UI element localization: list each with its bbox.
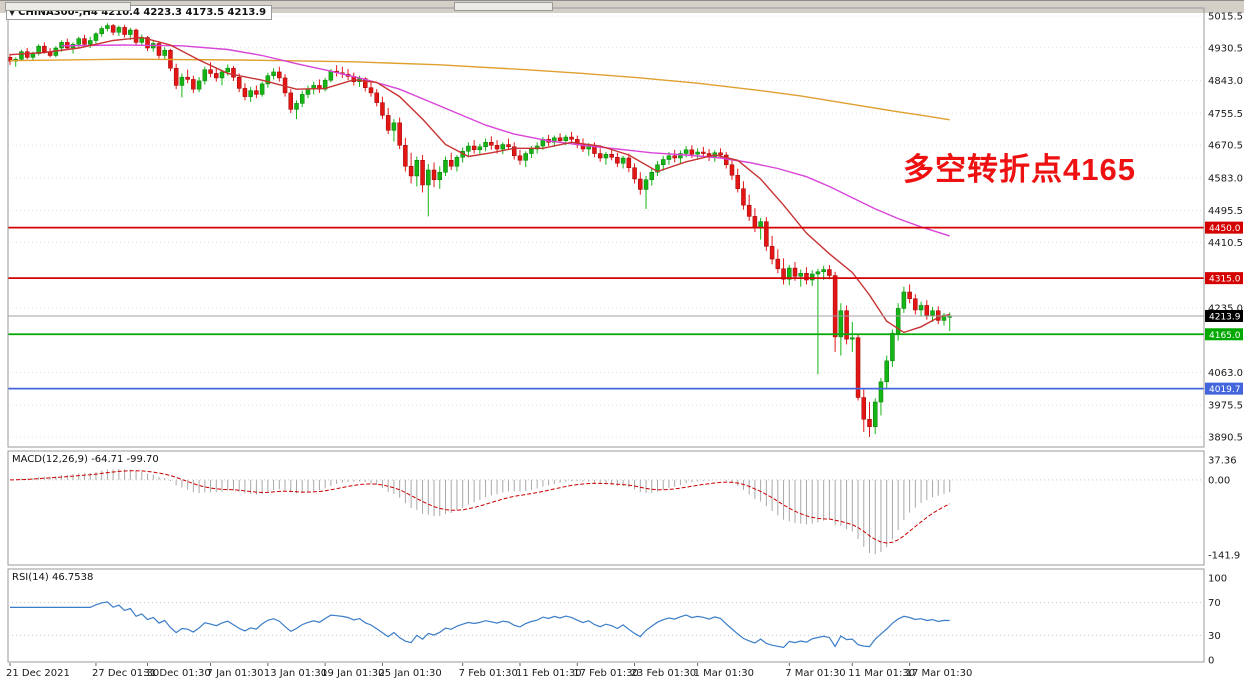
svg-text:13 Jan 01:30: 13 Jan 01:30: [264, 668, 327, 679]
panel-frame: [7, 450, 1205, 566]
rsi-indicator-label: RSI(14) 46.7538: [12, 572, 94, 583]
rsi-levels: [8, 602, 1204, 636]
svg-text:4583.0: 4583.0: [1208, 173, 1243, 184]
svg-text:17 Mar 01:30: 17 Mar 01:30: [906, 668, 973, 679]
price-grid: [8, 15, 1204, 438]
svg-text:21 Dec 2021: 21 Dec 2021: [6, 668, 70, 679]
candlestick-series: [7, 23, 952, 437]
svg-text:4755.5: 4755.5: [1208, 109, 1243, 120]
svg-text:25 Jan 01:30: 25 Jan 01:30: [378, 668, 441, 679]
macd-indicator-label: MACD(12,26,9) -64.71 -99.70: [12, 454, 159, 465]
svg-text:27 Dec 01:30: 27 Dec 01:30: [92, 668, 159, 679]
price-axis[interactable]: 5015.5 4930.5 4843.0 4755.5 4670.5 4583.0 4495…: [1208, 12, 1243, 444]
svg-text:7 Feb 01:30: 7 Feb 01:30: [459, 668, 518, 679]
panel-frame: [7, 7, 1205, 448]
current-price-label: [1205, 309, 1243, 322]
svg-text:11 Mar 01:30: 11 Mar 01:30: [848, 668, 915, 679]
bottom-tab[interactable]: [5, 2, 131, 11]
svg-text:4213.9: 4213.9: [1209, 312, 1241, 322]
svg-text:7 Mar 01:30: 7 Mar 01:30: [785, 668, 845, 679]
horizontal-levels[interactable]: 4450.0 4315.0 4165.0 4019.7: [8, 221, 1243, 396]
svg-text:0.00: 0.00: [1208, 475, 1230, 486]
svg-text:-141.9: -141.9: [1208, 551, 1240, 562]
status-bar: [0, 0, 1244, 13]
svg-text:7 Jan 01:30: 7 Jan 01:30: [207, 668, 264, 679]
svg-text:4450.0: 4450.0: [1209, 224, 1241, 234]
symbol-ohlc-text: CHINA300-,H4 4210.4 4223.3 4173.5 4213.9: [18, 7, 267, 18]
svg-text:30: 30: [1208, 631, 1221, 642]
svg-text:31 Dec 01:30: 31 Dec 01:30: [144, 668, 211, 679]
macd-axis[interactable]: 37.36 0.00 -141.9: [1208, 456, 1240, 562]
svg-text:4235.0: 4235.0: [1208, 304, 1243, 315]
svg-text:4670.5: 4670.5: [1208, 141, 1243, 152]
svg-text:3890.5: 3890.5: [1208, 432, 1243, 443]
svg-text:4019.7: 4019.7: [1209, 385, 1241, 395]
svg-text:3975.5: 3975.5: [1208, 401, 1243, 412]
svg-text:0: 0: [1208, 656, 1214, 667]
ma-fast-line: [9, 36, 950, 334]
svg-text:4063.0: 4063.0: [1208, 368, 1243, 379]
svg-text:37.36: 37.36: [1208, 456, 1237, 467]
rsi-axis[interactable]: 100 70 30 0: [1208, 574, 1227, 667]
svg-text:4843.0: 4843.0: [1208, 76, 1243, 87]
svg-text:100: 100: [1208, 574, 1227, 585]
svg-text:70: 70: [1208, 598, 1221, 609]
svg-text:1 Mar 01:30: 1 Mar 01:30: [694, 668, 754, 679]
rsi-line: [10, 601, 950, 649]
svg-text:19 Jan 01:30: 19 Jan 01:30: [321, 668, 384, 679]
svg-text:11 Feb 01:30: 11 Feb 01:30: [516, 668, 582, 679]
ma-long-line: [9, 58, 950, 121]
svg-text:4165.0: 4165.0: [1209, 331, 1241, 341]
macd-signal-line: [9, 470, 950, 544]
svg-text:4930.5: 4930.5: [1208, 43, 1243, 54]
svg-text:17 Feb 01:30: 17 Feb 01:30: [573, 668, 639, 679]
svg-text:4315.0: 4315.0: [1209, 275, 1241, 285]
macd-histogram: [15, 468, 951, 555]
svg-text:4410.5: 4410.5: [1208, 238, 1243, 249]
bottom-tab[interactable]: [454, 2, 553, 11]
chart-plot-area[interactable]: [8, 8, 1204, 447]
svg-text:23 Feb 01:30: 23 Feb 01:30: [631, 668, 697, 679]
panel-frame: [7, 568, 1205, 663]
svg-text:4495.5: 4495.5: [1208, 206, 1243, 217]
annotation-text[interactable]: 多空转折点4165: [903, 152, 1136, 187]
svg-text:5015.5: 5015.5: [1208, 12, 1243, 23]
dropdown-arrow-icon[interactable]: ▼: [9, 8, 16, 17]
